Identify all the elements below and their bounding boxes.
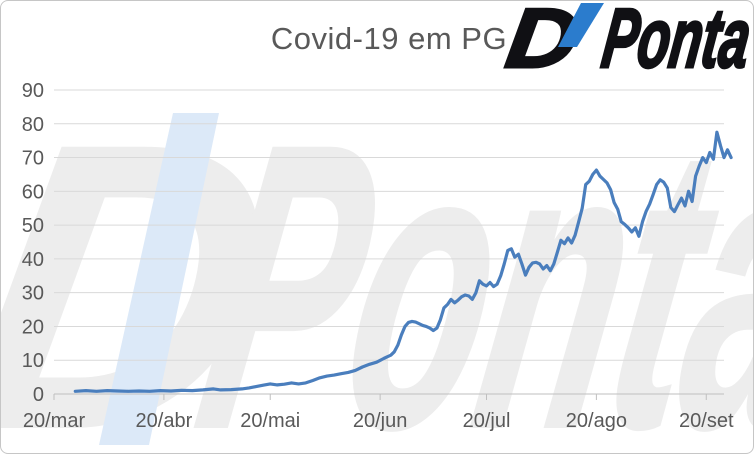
brand-logo: D Ponta xyxy=(501,1,754,85)
logo-word-ponta: Ponta xyxy=(597,1,754,85)
y-axis-label: 70 xyxy=(22,148,44,170)
x-axis-label: 20/jun xyxy=(353,410,408,432)
x-axis-label: 20/ago xyxy=(566,410,627,432)
y-axis-label: 90 xyxy=(22,80,44,102)
plot-area: 0 10 20 30 40 50 60 70 80 90 20/mar 20/abr 20/mai 20/… xyxy=(22,80,734,432)
watermark-apostrophe-icon xyxy=(99,113,219,445)
x-axis-label: 20/set xyxy=(679,410,734,432)
logo-apostrophe-icon xyxy=(558,3,604,47)
y-axis-label: 30 xyxy=(22,283,44,305)
y-axis-label: 50 xyxy=(22,215,44,237)
y-axis-label: 60 xyxy=(22,181,44,203)
y-axis-label: 40 xyxy=(22,249,44,271)
y-axis-label: 10 xyxy=(22,350,44,372)
x-axis-label: 20/jul xyxy=(463,410,511,432)
x-axis-label: 20/mai xyxy=(240,410,300,432)
y-axis-label: 0 xyxy=(33,384,44,406)
y-axis-label: 20 xyxy=(22,316,44,338)
chart-title: Covid-19 em PG xyxy=(270,21,508,56)
x-axis-label: 20/abr xyxy=(136,410,193,432)
y-axis-label: 80 xyxy=(22,114,44,136)
logo-letter-d: D xyxy=(501,1,584,85)
x-axis-label: 20/mar xyxy=(23,410,86,432)
covid-cases-series-line xyxy=(73,130,733,393)
